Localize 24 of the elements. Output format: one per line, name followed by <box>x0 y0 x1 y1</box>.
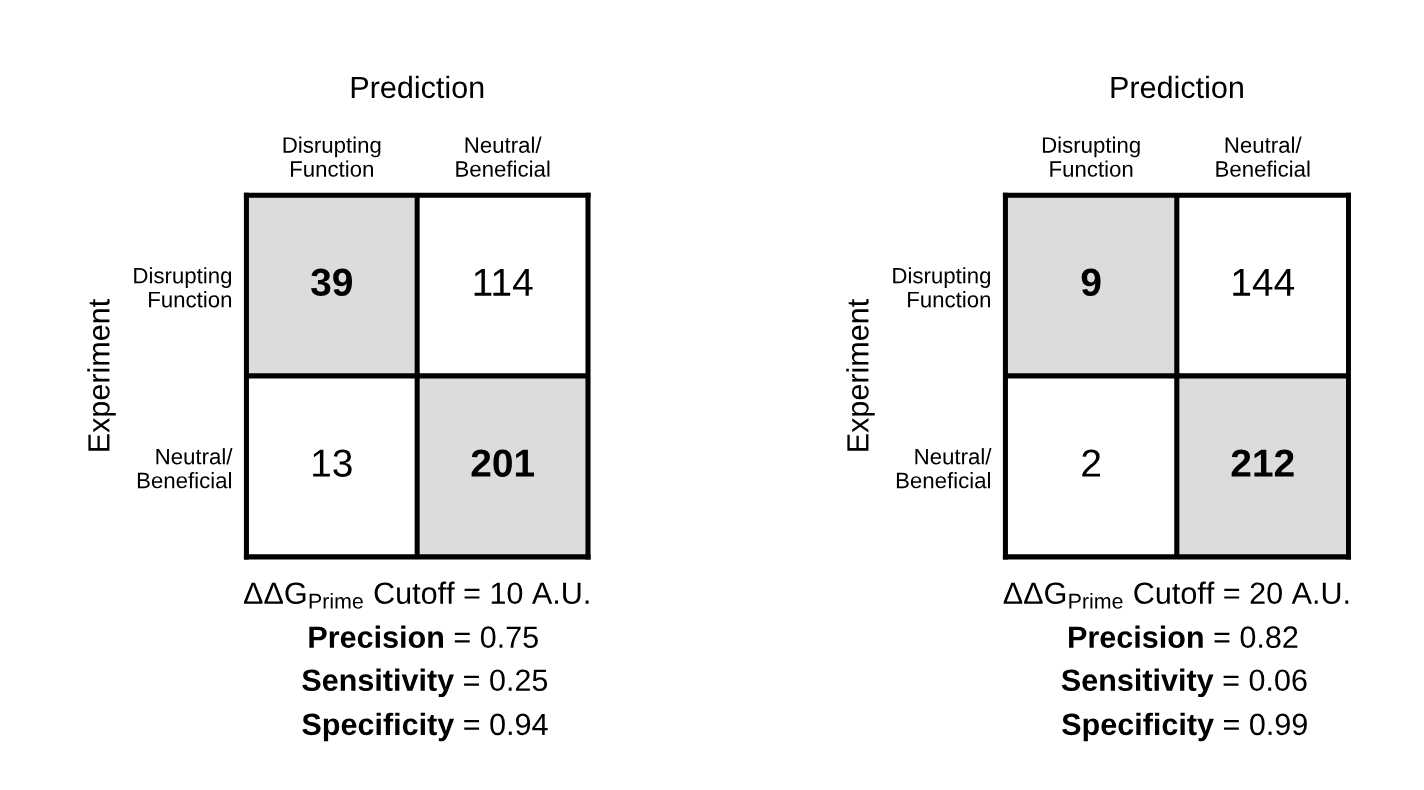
text: Specificity = 0.94 <box>302 712 548 742</box>
text: ΔΔG$_{Prime}$ Cutoff = 20 A.U. <box>1003 581 1349 609</box>
x-tick-label: Disrupting Function <box>283 136 381 177</box>
text: Sensitivity = 0.06 <box>1061 668 1307 698</box>
text: ΔΔG$_{Prime}$ Cutoff = 10 A.U. <box>243 581 589 609</box>
x-tick-label: Neutral/ Beneficial <box>456 136 550 177</box>
x-tick-label: Disrupting Function <box>1042 136 1140 177</box>
y-axis-title: Experiment <box>87 298 116 451</box>
data-label: 13 <box>313 449 352 477</box>
text: Precision = 0.75 <box>309 625 538 649</box>
data-label: 114 <box>474 268 533 296</box>
data-label: 2 <box>1082 449 1100 477</box>
data-label: 9 <box>1081 268 1101 297</box>
x-axis-title: Prediction <box>351 75 484 99</box>
data-label: 144 <box>1233 268 1295 296</box>
text: Sensitivity = 0.25 <box>302 668 548 698</box>
text: Specificity = 0.99 <box>1062 712 1307 742</box>
y-axis-title: Experiment <box>846 298 875 451</box>
data-label: 201 <box>471 449 535 477</box>
data-label: 39 <box>311 268 352 297</box>
x-tick-label: Neutral/ Beneficial <box>1216 136 1310 177</box>
x-axis-title: Prediction <box>1111 75 1243 99</box>
data-label: 212 <box>1231 449 1294 477</box>
text: Precision = 0.82 <box>1069 625 1298 649</box>
